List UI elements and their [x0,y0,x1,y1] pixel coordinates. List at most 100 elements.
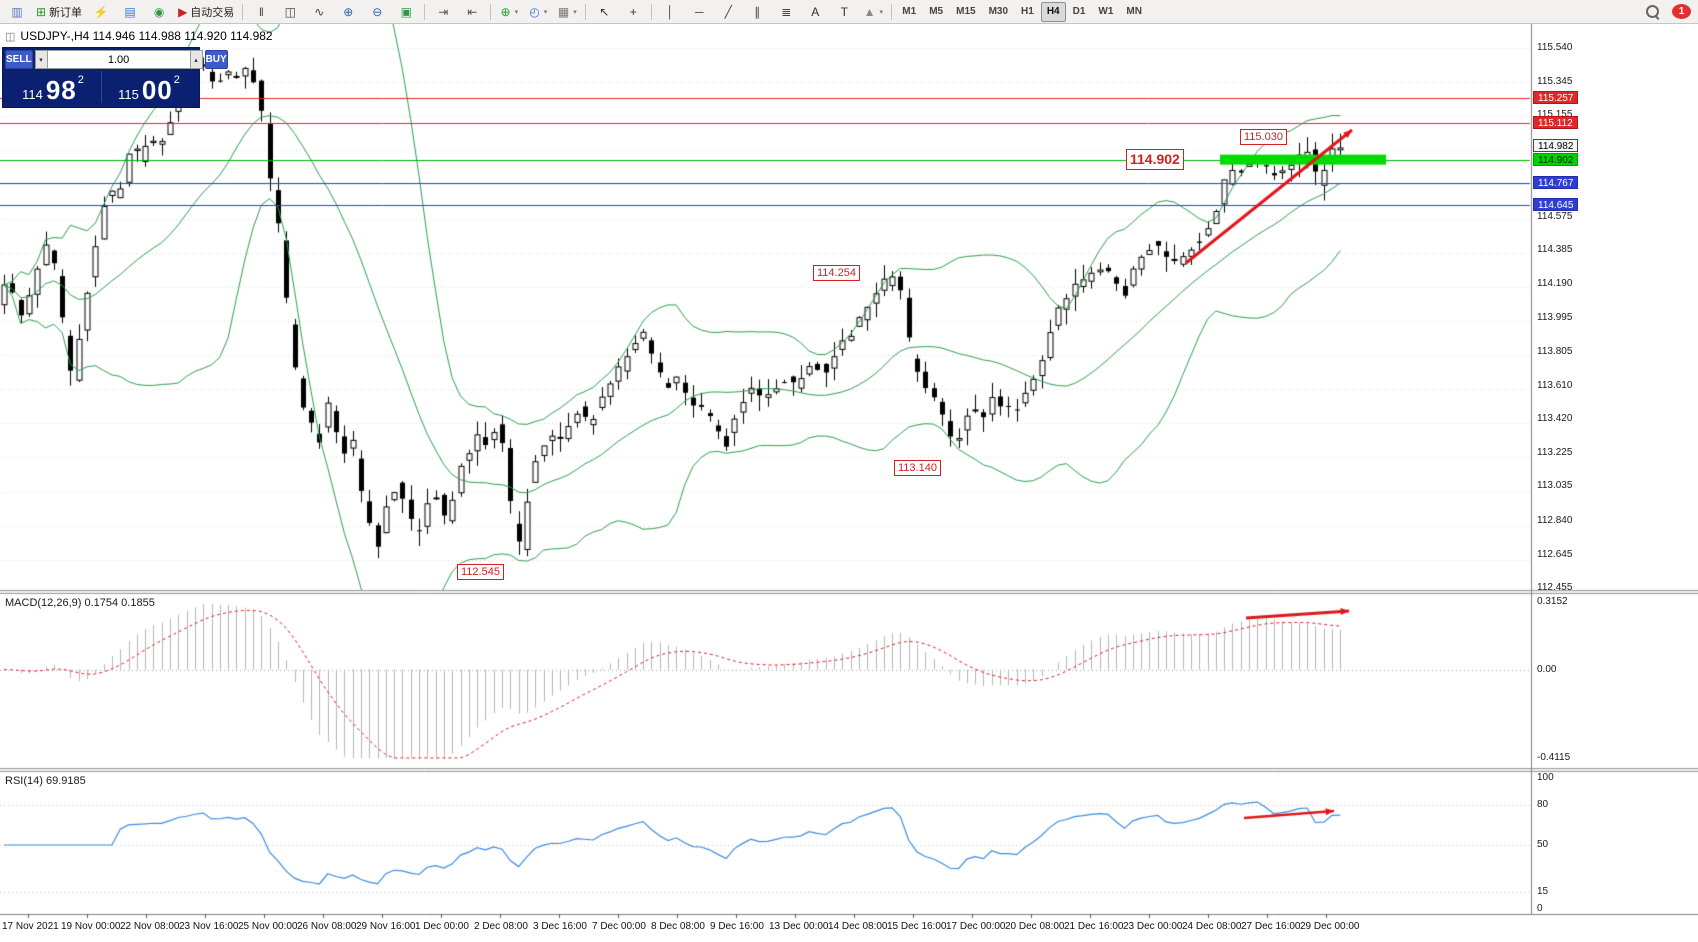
volume-increase-button[interactable]: ▴ [189,50,203,69]
tile-windows-icon-icon: ▣ [400,4,412,19]
ask-price[interactable]: 115 00 2 [101,69,197,105]
chart-title-bar: ◫ USDJPY-,H4 114.946 114.988 114.920 114… [5,29,273,43]
navigator-icon-icon: ◉ [153,4,165,19]
price-annotation-114.902[interactable]: 114.902 [1126,149,1184,170]
timeframe-button-d1[interactable]: D1 [1072,6,1086,17]
price-annotation-114.254[interactable]: 114.254 [813,265,860,281]
chart-window-icon[interactable]: ▥ [3,1,31,23]
time-axis-label: 8 Dec 08:00 [651,921,705,932]
ask-price-fraction: 2 [173,74,180,86]
vertical-line-button[interactable]: │ [656,1,684,23]
macd-scale-label: -0.4115 [1537,751,1571,763]
price-scale-label: 114.575 [1537,210,1573,222]
timeframe-button-m5[interactable]: M5 [929,6,944,17]
chevron-down-icon: ▾ [573,8,577,16]
expert-advisors-icon[interactable]: ⚡ [87,1,115,23]
price-scale-label: 113.420 [1537,413,1573,424]
chart-shift-icon[interactable]: ⇤ [458,1,486,23]
trendline-button[interactable]: ╱ [714,1,742,23]
periods-button[interactable]: ◴ ▾ [524,1,552,23]
chevron-down-icon: ▾ [879,8,883,16]
price-tag-114.902: 114.902 [1533,152,1579,166]
time-axis-label: 23 Nov 16:00 [179,921,239,932]
auto-scroll-icon[interactable]: ⇥ [429,1,457,23]
toolbar-separator [585,3,587,20]
new-order-button[interactable]: ⊞ 新订单 [32,1,86,23]
price-divider [101,71,102,103]
templates-button[interactable]: ▦ ▾ [553,1,581,23]
cursor-button[interactable]: ↖ [590,1,618,23]
sell-button[interactable]: SELL [5,50,33,69]
timeframe-button-m30[interactable]: M30 [988,6,1009,17]
time-axis-label: 7 Dec 00:00 [592,921,646,932]
timeframe-button-mn[interactable]: MN [1126,6,1142,17]
tile-windows-icon[interactable]: ▣ [392,1,420,23]
candlestick-chart-type-icon[interactable]: ◫ [276,1,304,23]
ask-price-figure: 115 [118,87,139,102]
navigator-icon[interactable]: ◉ [145,1,173,23]
price-annotation-112.545[interactable]: 112.545 [457,564,504,580]
shapes-icon: ▲ [863,4,876,19]
text-button[interactable]: A [801,1,829,23]
crosshair-button[interactable]: + [619,1,647,23]
time-axis-label: 29 Dec 00:00 [1300,921,1360,932]
time-axis-label: 2 Dec 08:00 [474,921,528,932]
buy-button[interactable]: BUY [204,50,228,69]
volume-decrease-button[interactable]: ▾ [34,50,48,69]
macd-scale-label: 0.3152 [1537,596,1568,607]
price-scale-label: 114.385 [1537,244,1573,256]
trendline-icon: ╱ [724,4,732,19]
price-annotation-113.140[interactable]: 113.140 [894,460,941,476]
price-scale-label: 114.190 [1537,278,1573,290]
zoom-in-button[interactable]: ⊕ [334,1,362,23]
rsi-scale-label: 50 [1537,839,1549,850]
volume-stepper: ▾ ▴ [34,50,203,69]
price-scale-label: 115.155 [1537,109,1573,121]
shapes-button[interactable]: ▲ ▾ [859,1,887,23]
toolbar-separator [490,3,492,20]
price-scale-label: 115.345 [1537,76,1573,88]
horizontal-line-button[interactable]: ─ [685,1,713,23]
zoom-out-button[interactable]: ⊖ [363,1,391,23]
price-scale-label: 113.610 [1537,379,1573,391]
timeframe-button-m1[interactable]: M1 [902,6,917,17]
time-axis-label: 21 Dec 16:00 [1064,921,1124,932]
price-scale-label: 112.645 [1537,548,1573,560]
time-axis-label: 15 Dec 16:00 [887,921,947,932]
market-watch-icon[interactable]: ▤ [116,1,144,23]
notification-badge[interactable]: 1 [1672,4,1691,19]
timeframe-button-h1[interactable]: H1 [1021,6,1034,17]
rsi-label: RSI(14) 69.9185 [5,775,86,787]
fibonacci-button[interactable]: ≣ [772,1,800,23]
indicators-button[interactable]: ⊕ ▾ [495,1,523,23]
bid-price[interactable]: 114 98 2 [5,69,101,105]
bar-chart-type-icon[interactable]: ‖ [247,1,275,23]
timeframe-button-m15[interactable]: M15 [956,6,976,17]
toolbar-right-group: 1 [1638,1,1695,23]
chevron-down-icon: ▾ [514,8,519,16]
indicators-icon: ⊕ [500,4,511,19]
time-axis-label: 17 Nov 2021 [2,921,59,932]
search-button[interactable] [1638,1,1666,23]
vertical-line-icon: │ [666,4,675,19]
timeframe-button-h4[interactable]: H4 [1040,1,1066,22]
chart-shift-icon-icon: ⇤ [467,4,478,19]
time-axis-label: 17 Dec 00:00 [946,921,1006,932]
time-axis-label: 9 Dec 16:00 [710,921,764,932]
market-watch-icon-icon: ▤ [124,4,136,19]
time-axis-label: 29 Nov 16:00 [356,921,416,932]
volume-input[interactable] [47,50,190,69]
macd-label: MACD(12,26,9) 0.1754 0.1855 [5,597,155,609]
price-annotation-115.030[interactable]: 115.030 [1240,129,1287,145]
bid-price-pips: 98 [45,75,77,105]
time-axis-label: 13 Dec 00:00 [769,921,829,932]
channel-icon: ∥ [754,4,761,19]
auto-trading-button[interactable]: ▶ 自动交易 [174,1,238,23]
text-icon: A [811,4,820,19]
line-chart-type-icon[interactable]: ∿ [305,1,333,23]
text-label-button[interactable]: T [830,1,858,23]
channel-button[interactable]: ∥ [743,1,771,23]
timeframe-button-w1[interactable]: W1 [1098,6,1114,17]
time-axis-label: 25 Nov 00:00 [238,921,298,932]
